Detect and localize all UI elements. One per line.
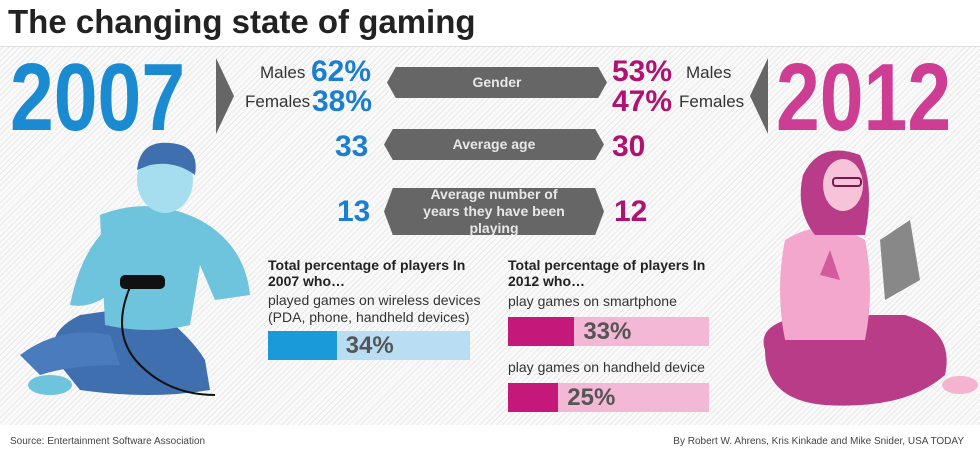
title-bar: The changing state of gaming bbox=[0, 0, 980, 47]
female-gamer-illustration bbox=[763, 150, 978, 406]
chart-2012-title: Total percentage of players In 2012 who… bbox=[508, 257, 706, 290]
years-playing-2012: 12 bbox=[614, 195, 648, 228]
females-label-2007: Females bbox=[245, 92, 311, 111]
bar-2007-wireless: 34% bbox=[268, 331, 470, 360]
chevron-left-icon bbox=[750, 58, 768, 134]
bar-2012-handheld: 25% bbox=[508, 383, 709, 412]
year-2007: 2007 bbox=[10, 44, 186, 151]
chart-2007-title: Total percentage of players In 2007 who… bbox=[268, 257, 466, 290]
male-gamer-illustration bbox=[20, 142, 250, 396]
years-playing-label: Average number of years they have been p… bbox=[384, 188, 604, 235]
chart-2012-category-handheld: play games on handheld device bbox=[508, 359, 705, 375]
females-2007: 38% bbox=[312, 85, 373, 118]
chart-2012-category-smartphone: play games on smartphone bbox=[508, 293, 677, 309]
bar-label: 33% bbox=[583, 318, 632, 345]
males-label-2007: Males bbox=[260, 63, 306, 82]
chevron-right-icon bbox=[216, 58, 234, 134]
avg-age-2007: 33 bbox=[335, 130, 369, 163]
years-playing-2007: 13 bbox=[337, 195, 371, 228]
source-text: Source: Entertainment Software Associati… bbox=[10, 436, 206, 447]
avg-age-2012: 30 bbox=[612, 130, 646, 163]
males-label-2012: Males bbox=[686, 63, 732, 82]
bar-fill bbox=[508, 383, 559, 412]
chart-2007-category: played games on wireless devices (PDA, p… bbox=[268, 292, 481, 325]
males-2007: 62% bbox=[311, 55, 372, 88]
footer bbox=[0, 425, 980, 456]
gender-label: Gender bbox=[387, 67, 607, 98]
year-2012: 2012 bbox=[776, 44, 952, 151]
males-2012: 53% bbox=[612, 55, 673, 88]
bar-2012-smartphone: 33% bbox=[508, 317, 709, 346]
bar-label: 25% bbox=[567, 384, 616, 411]
females-2012: 47% bbox=[612, 85, 673, 118]
females-label-2012: Females bbox=[679, 92, 745, 111]
bar-label: 34% bbox=[345, 332, 394, 359]
page-title: The changing state of gaming bbox=[8, 3, 476, 40]
credit-text: By Robert W. Ahrens, Kris Kinkade and Mi… bbox=[673, 436, 964, 447]
bar-fill bbox=[268, 331, 337, 360]
avg-age-label: Average age bbox=[384, 129, 604, 160]
bar-fill bbox=[508, 317, 575, 346]
